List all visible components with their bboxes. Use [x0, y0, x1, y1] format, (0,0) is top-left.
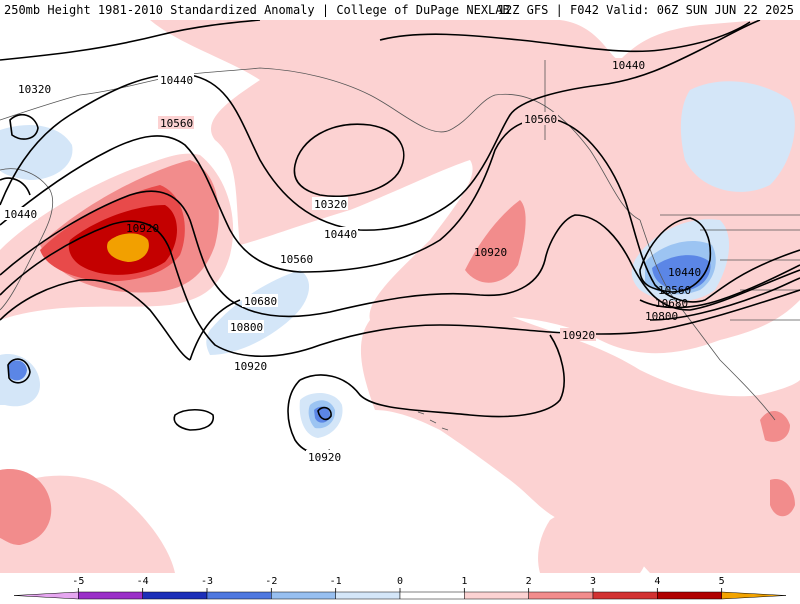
label-10440-ne: 10440	[612, 59, 645, 72]
label-10560-ne: 10560	[524, 113, 557, 126]
label-10800-center: 10800	[230, 321, 263, 334]
colorbar-tick-label: 0	[397, 576, 403, 587]
colorbar-tick-label: 5	[719, 576, 725, 587]
colorbar-svg: -5 -4 -3 -2 -1 0 1 2 3 4 5	[13, 576, 787, 600]
colorbar-segment	[78, 591, 143, 600]
label-10320-nw: 10320	[18, 83, 51, 96]
colorbar: -5 -4 -3 -2 -1 0 1 2 3 4 5	[0, 573, 800, 600]
colorbar-segment	[13, 591, 79, 600]
label-10920-east: 10920	[562, 329, 595, 342]
colorbar-segment	[142, 591, 208, 600]
model-run-info: 12Z GFS | F042 Valid: 06Z SUN JUN 22 202…	[497, 3, 794, 17]
label-10560-nw: 10560	[160, 117, 193, 130]
colorbar-tick-label: 2	[526, 576, 532, 587]
contour-labels: 10320 10440 10440 10560 10920 10320 1044…	[2, 58, 701, 464]
colorbar-segment	[657, 591, 722, 600]
colorbar-tick-label: -2	[265, 576, 277, 587]
label-10920-mid: 10920	[474, 246, 507, 259]
colorbar-segment	[335, 591, 401, 600]
colorbar-segment	[528, 591, 594, 600]
label-10680-low: 10680	[655, 297, 688, 310]
anomaly-map: 10320 10440 10440 10560 10920 10320 1044…	[0, 20, 800, 573]
label-10920-jet: 10920	[126, 222, 159, 235]
colorbar-tick-label: -4	[137, 576, 149, 587]
label-10440-low: 10440	[668, 266, 701, 279]
colorbar-tick-label: -3	[201, 576, 213, 587]
colorbar-segment	[399, 591, 465, 600]
colorbar-segment	[592, 591, 658, 600]
colorbar-tick-label: 1	[461, 576, 467, 587]
label-10440-center: 10440	[324, 228, 357, 241]
colorbar-segment	[464, 591, 529, 600]
label-10320-center: 10320	[314, 198, 347, 211]
label-10920-south: 10920	[308, 451, 341, 464]
colorbar-segment	[271, 591, 336, 600]
colorbar-tick-label: -1	[330, 576, 342, 587]
colorbar-tick-label: -5	[72, 576, 84, 587]
coastlines	[0, 60, 800, 431]
label-10800-low: 10800	[645, 310, 678, 323]
colorbar-segment	[721, 591, 787, 600]
map-title: 250mb Height 1981-2010 Standardized Anom…	[4, 3, 510, 17]
colorbar-tick-label: 4	[654, 576, 660, 587]
label-10440-nw-top: 10440	[160, 74, 193, 87]
colorbar-segment	[206, 591, 272, 600]
map-header: 250mb Height 1981-2010 Standardized Anom…	[0, 0, 800, 20]
label-10440-nw-left: 10440	[4, 208, 37, 221]
colorbar-tick-label: 3	[590, 576, 596, 587]
label-10560-low: 10560	[658, 284, 691, 297]
positive-anomaly-5	[107, 233, 149, 262]
label-10560-center: 10560	[280, 253, 313, 266]
map-svg: 10320 10440 10440 10560 10920 10320 1044…	[0, 20, 800, 573]
label-10680-center: 10680	[244, 295, 277, 308]
label-10920-center: 10920	[234, 360, 267, 373]
height-contours	[0, 20, 800, 454]
